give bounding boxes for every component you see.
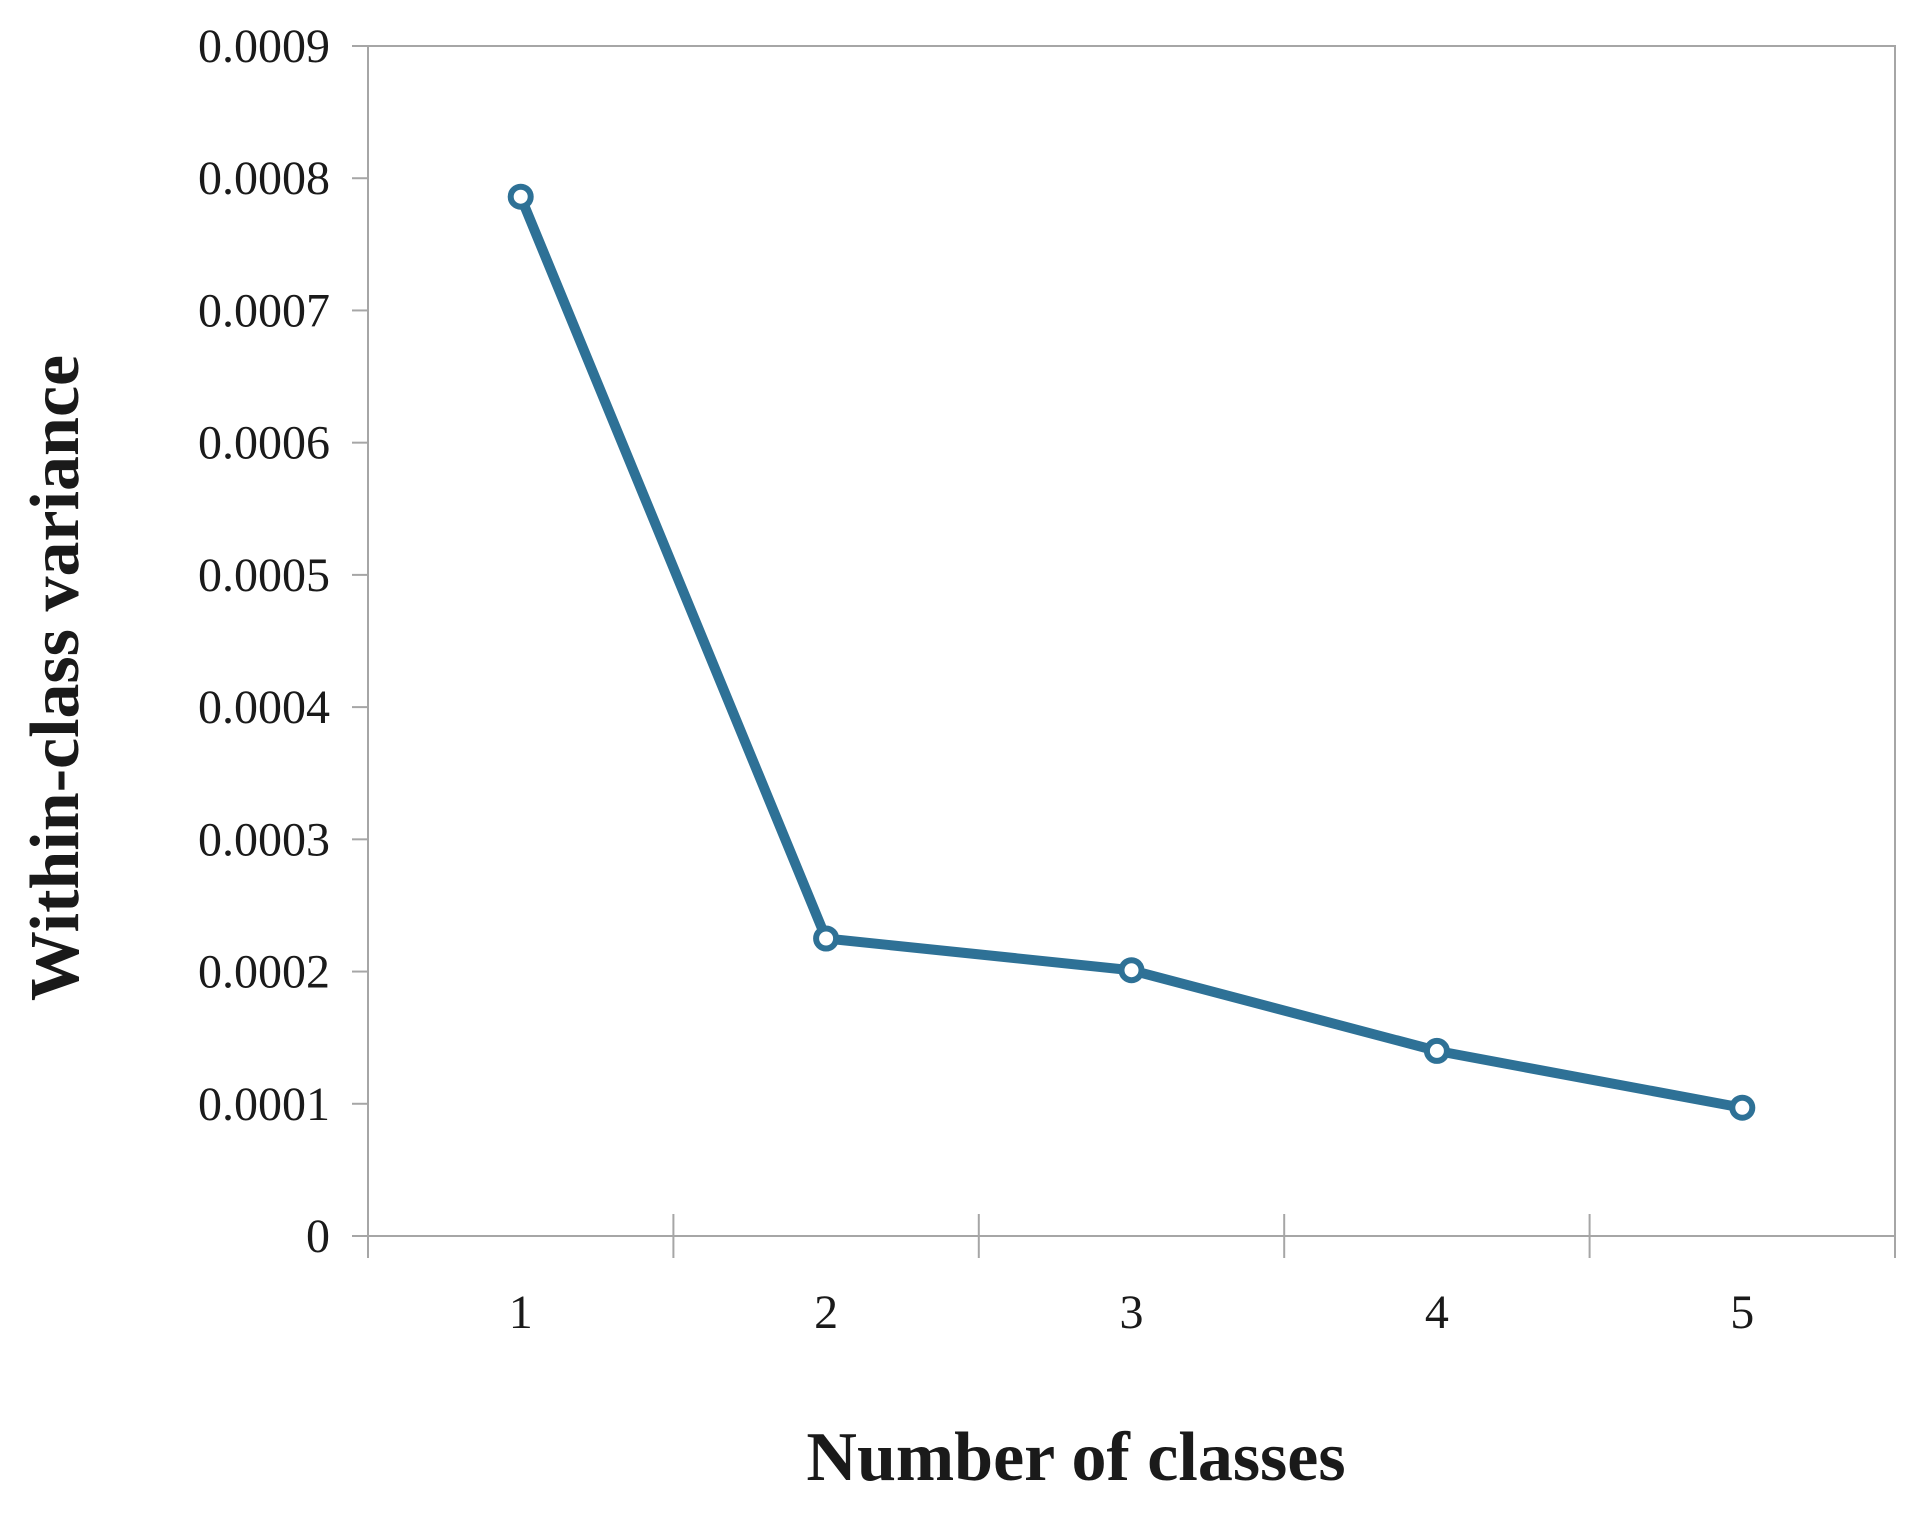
y-tick-label: 0.0006 <box>198 417 330 470</box>
data-point <box>1423 1037 1450 1064</box>
series-layer <box>507 183 1756 1121</box>
data-point <box>1118 957 1145 984</box>
data-point <box>813 925 840 952</box>
y-tick-label: 0.0004 <box>198 681 330 734</box>
y-tick-label: 0.0007 <box>198 284 330 337</box>
y-tick-label: 0.0001 <box>198 1078 330 1131</box>
x-tick-label: 3 <box>1120 1286 1144 1339</box>
x-tick-label: 1 <box>509 1286 533 1339</box>
y-tick-label: 0 <box>306 1210 330 1263</box>
y-axis-title: Within-class variance <box>17 355 94 1001</box>
plot-border <box>367 45 1896 1237</box>
x-axis-title: Number of classes <box>806 1419 1345 1496</box>
y-tick-label: 0.0009 <box>198 20 330 73</box>
data-point <box>507 183 534 210</box>
plot-area <box>367 45 1896 1237</box>
x-tick-label: 5 <box>1730 1286 1754 1339</box>
y-tick-label: 0.0008 <box>198 152 330 205</box>
data-point <box>1729 1094 1756 1121</box>
x-tick-label: 2 <box>814 1286 838 1339</box>
x-tick-label: 4 <box>1425 1286 1449 1339</box>
x-axis: 1 2 3 4 5 <box>367 1214 1896 1339</box>
y-axis: 0 0.0001 0.0002 0.0003 0.0004 0.0005 0.0006 0.0… <box>198 20 368 1263</box>
y-tick-label: 0.0005 <box>198 549 330 602</box>
y-tick-label: 0.0002 <box>198 946 330 999</box>
y-tick-label: 0.0003 <box>198 813 330 866</box>
